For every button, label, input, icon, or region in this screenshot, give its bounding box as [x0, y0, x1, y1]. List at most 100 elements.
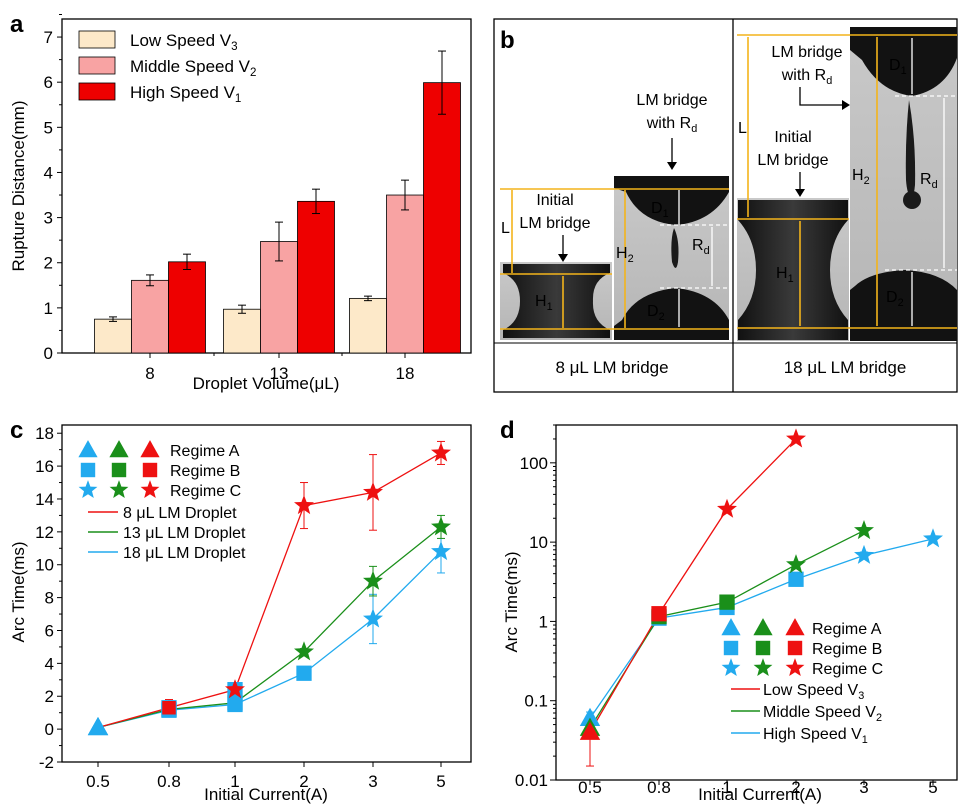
- data-point: [786, 428, 806, 448]
- data-point: [294, 495, 314, 515]
- subscript: 3: [231, 41, 237, 53]
- y-tick-label: 6: [45, 621, 54, 640]
- legend-swatch: [78, 56, 116, 75]
- lm-filament: [671, 228, 679, 268]
- arrow: [799, 87, 845, 106]
- y-tick-label: 4: [45, 654, 54, 673]
- legend-marker: [753, 658, 773, 676]
- x-tick-label: 1: [722, 778, 731, 797]
- y-tick-label: 4: [44, 163, 53, 182]
- legend-label: 13 μL LM Droplet: [123, 525, 246, 542]
- data-point: [719, 594, 735, 610]
- y-tick-label: 5: [44, 118, 53, 137]
- x-tick-label: 2: [299, 772, 308, 791]
- subscript: 1: [663, 208, 669, 220]
- x-tick-label: 1: [230, 772, 239, 791]
- x-tick-label: 5: [436, 772, 445, 791]
- series-line: [589, 438, 797, 733]
- arrow-head: [795, 189, 805, 197]
- subscript: 2: [250, 67, 256, 79]
- x-tick-label: 3: [368, 772, 377, 791]
- initial-label: LM bridge: [757, 152, 828, 169]
- plot-frame: [61, 424, 472, 763]
- legend-marker: [721, 658, 741, 676]
- data-point: [431, 516, 451, 536]
- y-axis-label: Rupture Distance(mm): [9, 101, 28, 272]
- y-tick-label: 10: [35, 556, 54, 575]
- data-point: [87, 716, 109, 736]
- y-tick-label: 2: [45, 687, 54, 706]
- bar: [223, 308, 261, 354]
- legend-marker: [785, 618, 805, 636]
- legend-marker: [140, 480, 160, 498]
- legend-marker: [785, 658, 805, 676]
- lm-bridge-shape: [738, 200, 848, 340]
- x-axis-label: Initial Current(A): [698, 785, 822, 804]
- legend-marker: [140, 440, 160, 458]
- y-tick-label: 14: [35, 490, 54, 509]
- subscript: 1: [788, 273, 794, 285]
- plot-frame: [555, 424, 958, 781]
- legend-label: Regime A: [170, 443, 240, 460]
- lm-bridge-shape: [503, 264, 610, 338]
- data-point: [162, 701, 176, 715]
- data-point: [363, 481, 383, 501]
- y-tick-label: -2: [39, 753, 54, 772]
- legend-label: Low Speed V3: [130, 31, 238, 53]
- y-axis-label: Arc Time(ms): [502, 551, 521, 652]
- data-point: [788, 571, 804, 587]
- legend-marker: [723, 640, 739, 656]
- panel-label: d: [500, 417, 515, 444]
- panel-label: c: [10, 417, 23, 444]
- legend-marker: [787, 640, 803, 656]
- arrow-head: [667, 162, 677, 170]
- legend-label: Regime C: [812, 661, 883, 678]
- subscript: 3: [858, 690, 864, 702]
- subscript: 1: [901, 65, 907, 77]
- legend-marker: [78, 480, 98, 498]
- x-axis-label: Initial Current(A): [204, 785, 328, 804]
- y-tick-label: 6: [44, 73, 53, 92]
- x-tick-label: 0.5: [578, 778, 602, 797]
- x-tick-label: 0.8: [647, 778, 671, 797]
- x-tick-label: 18: [396, 364, 415, 383]
- data-point: [296, 665, 312, 681]
- data-point: [923, 528, 943, 548]
- data-point: [717, 498, 737, 518]
- y-tick-label: 0: [44, 344, 53, 363]
- y-tick-label: 1: [44, 299, 53, 318]
- data-point: [854, 520, 874, 540]
- legend-label: Regime C: [170, 483, 241, 500]
- initial-label: Initial: [774, 129, 811, 146]
- legend-marker: [753, 618, 773, 636]
- series-line: [97, 452, 442, 729]
- x-tick-label: 5: [928, 778, 937, 797]
- x-axis-label: Droplet Volume(μL): [193, 374, 340, 393]
- x-tick-label: 3: [859, 778, 868, 797]
- y-tick-label: 0: [45, 720, 54, 739]
- initial-label: LM bridge: [519, 215, 590, 232]
- legend-label: Regime A: [812, 621, 882, 638]
- subscript: d: [704, 245, 710, 257]
- legend-label: Regime B: [170, 463, 240, 480]
- y-tick-label: 2: [44, 254, 53, 273]
- lm-filament: [905, 100, 916, 200]
- rd-label: LM bridge: [771, 44, 842, 61]
- x-tick-label: 8: [145, 364, 154, 383]
- lm-filament-tip: [903, 191, 921, 209]
- data-point: [579, 721, 601, 740]
- rd-label: with Rd: [781, 67, 833, 87]
- y-tick-label: 16: [35, 457, 54, 476]
- subscript: d: [691, 123, 697, 135]
- panel-label: a: [10, 11, 24, 38]
- legend-label: 8 μL LM Droplet: [123, 505, 237, 522]
- subscript: 2: [898, 297, 904, 309]
- subscript: d: [826, 75, 832, 87]
- x-tick-label: 13: [270, 364, 289, 383]
- bar: [423, 82, 461, 354]
- rd-label: with Rd: [646, 115, 698, 135]
- bar: [131, 279, 169, 354]
- y-tick-label: 12: [35, 523, 54, 542]
